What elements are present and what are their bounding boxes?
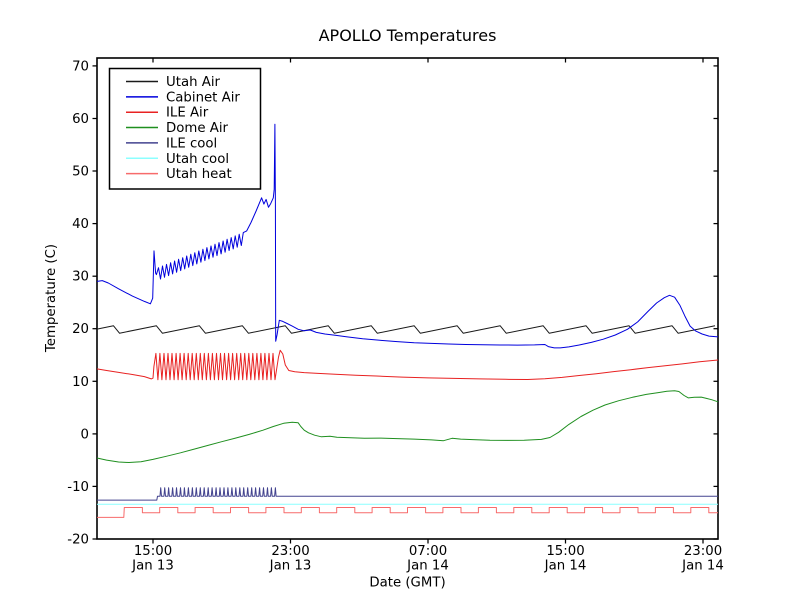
plot-frame [96,57,719,540]
x-tick-label-time: 07:00 [409,544,447,559]
x-tick-label-date: Jan 14 [681,559,724,574]
legend-label-utah-air: Utah Air [166,75,221,90]
x-tick-label-time: 15:00 [134,544,172,559]
chart-title: APOLLO Temperatures [319,26,497,45]
x-tick-label-time: 15:00 [546,544,584,559]
y-axis-label: Temperature (C) [44,244,59,353]
y-tick-label: -20 [67,533,89,548]
legend-label-utah-cool: Utah cool [166,152,229,167]
x-tick-label-time: 23:00 [271,544,309,559]
x-tick-label-date: Jan 13 [269,559,312,574]
series-line-dome-air [96,390,719,463]
y-tick-label: 30 [72,270,89,285]
y-tick-label: 0 [81,427,89,442]
series-line-ile-air [96,349,719,381]
x-tick-label-date: Jan 13 [131,559,174,574]
x-axis-label: Date (GMT) [369,576,445,591]
x-tick-label-time: 23:00 [684,544,722,559]
y-tick-label: -10 [67,480,89,495]
y-tick-label: 60 [72,112,89,127]
legend-label-ile-air: ILE Air [166,106,209,121]
legend-label-utah-heat: Utah heat [166,167,232,182]
x-tick-label-date: Jan 14 [406,559,449,574]
y-tick-label: 70 [72,59,89,74]
y-tick-label: 20 [72,322,89,337]
legend-label-ile-cool: ILE cool [166,136,217,151]
series-line-ile-cool [97,487,718,501]
series-line-utah-heat [97,507,718,518]
series-line-utah-air [96,325,716,334]
series-line-cabinet-air [96,123,719,349]
y-tick-label: 10 [72,375,89,390]
y-tick-label: 50 [72,165,89,180]
x-tick-label-date: Jan 14 [544,559,587,574]
y-tick-label: 40 [72,217,89,232]
legend-label-dome-air: Dome Air [166,121,229,136]
legend-label-cabinet-air: Cabinet Air [166,90,240,105]
legend-box [108,67,262,190]
